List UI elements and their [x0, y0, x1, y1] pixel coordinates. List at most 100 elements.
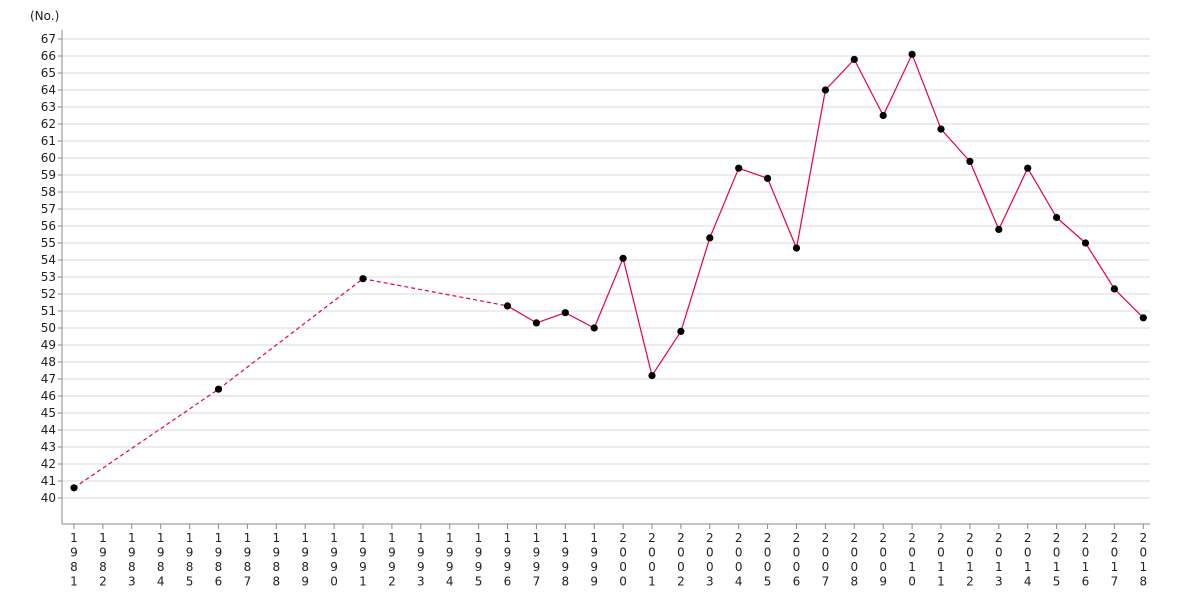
y-tick-labels: 40 41 42 43 44 45 46 47 48 49 50 51 52 53 54 55 56 57 58 59…: [41, 32, 56, 505]
data-point: [821, 86, 830, 94]
data-point: [879, 111, 887, 120]
data-point: [937, 125, 945, 133]
series-segment: [795, 89, 826, 249]
series-segment: [853, 59, 884, 116]
data-point: [1053, 213, 1061, 222]
y-tick-label: 56: [41, 219, 56, 233]
series-segment: [651, 331, 682, 376]
series-segment-dashed: [218, 278, 364, 390]
y-tick-label: 64: [41, 83, 56, 97]
y-tick-label: 54: [41, 253, 56, 267]
data-point: [1081, 239, 1090, 247]
data-point: [648, 372, 656, 380]
y-tick-label: 52: [41, 287, 56, 301]
y-tick-label: 41: [41, 474, 56, 488]
y-tick-label: 50: [41, 321, 56, 335]
y-unit-label: (No.): [30, 9, 59, 23]
series-segment: [998, 167, 1029, 230]
grid-lines: [62, 38, 1150, 499]
data-point: [1110, 285, 1118, 293]
y-tick-label: 55: [41, 236, 56, 250]
data-point: [70, 484, 78, 492]
y-tick-label: 61: [41, 134, 56, 148]
y-tick-label: 57: [41, 202, 56, 216]
data-point: [561, 309, 569, 317]
data-point: [1024, 164, 1032, 172]
y-tick-label: 46: [41, 389, 56, 403]
y-tick-label: 63: [41, 100, 56, 114]
series-segment: [767, 178, 798, 249]
y-tick-label: 45: [41, 406, 56, 420]
series-segment: [680, 237, 711, 332]
y-tick-label: 43: [41, 440, 56, 454]
y-tick-label: 47: [41, 372, 56, 386]
y-tick-label: 58: [41, 185, 56, 199]
data-point: [966, 157, 974, 165]
y-tick-label: 67: [41, 32, 56, 46]
data-point: [706, 234, 714, 242]
data-point: [995, 225, 1003, 233]
data-point: [503, 302, 512, 310]
y-tick-label: 44: [41, 423, 56, 437]
series-segment: [824, 58, 855, 91]
data-point: [214, 385, 223, 393]
axes: [58, 30, 1150, 529]
series-segment-dashed: [362, 278, 508, 307]
series-segment: [536, 312, 566, 324]
y-tick-label: 48: [41, 355, 56, 369]
y-tick-label: 49: [41, 338, 56, 352]
y-tick-label: 65: [41, 66, 56, 80]
data-point: [764, 174, 772, 182]
data-point: [908, 50, 916, 58]
data-point: [735, 164, 743, 172]
series-segment: [882, 54, 913, 116]
y-tick-label: 42: [41, 457, 56, 471]
series-segment: [709, 167, 740, 239]
series-segment: [507, 305, 537, 324]
series-segment: [940, 128, 971, 162]
y-tick-label: 62: [41, 117, 56, 131]
series-segment: [738, 167, 768, 179]
series-segment-dashed: [73, 388, 219, 489]
data-point: [532, 319, 541, 327]
series-line: [73, 54, 1144, 489]
data-point: [1139, 314, 1147, 322]
data-point: [619, 254, 627, 262]
y-tick-label: 59: [41, 168, 56, 182]
series-segment: [593, 258, 624, 329]
series-segment: [1027, 167, 1058, 218]
series-points: [70, 50, 1147, 492]
series-segment: [1084, 242, 1115, 290]
series-segment: [1113, 288, 1144, 319]
